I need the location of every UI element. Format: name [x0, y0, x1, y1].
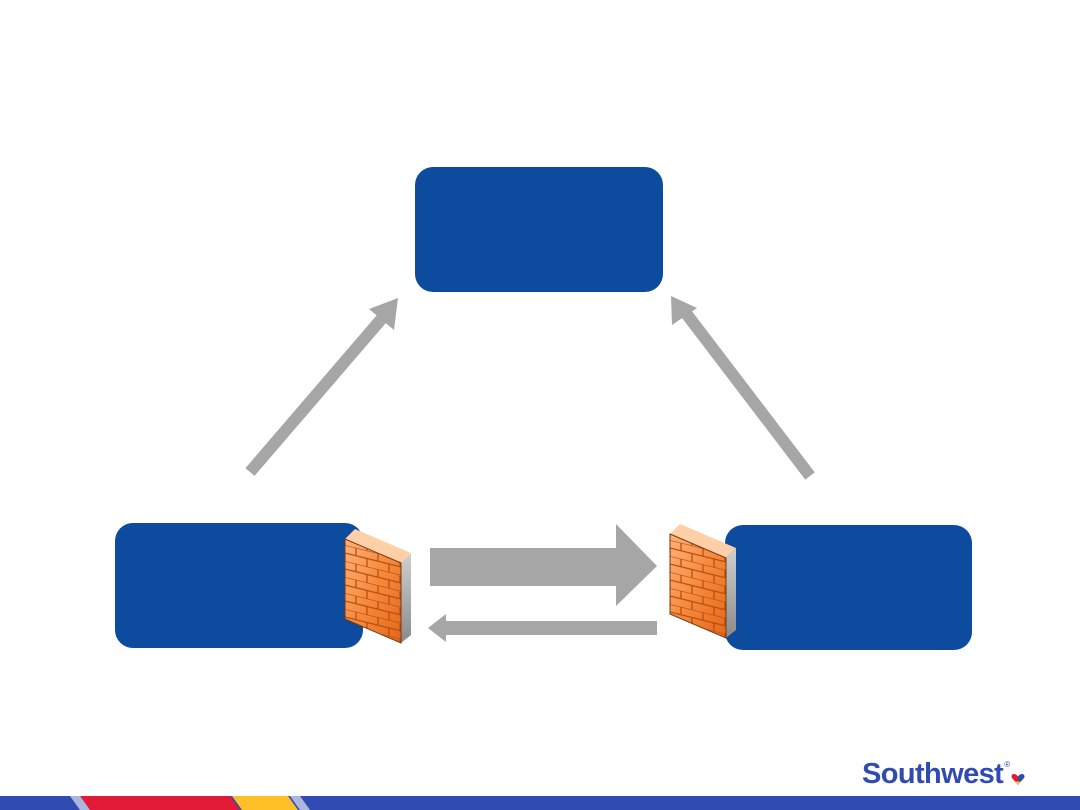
southwest-logo: Southwest ® — [862, 754, 1025, 794]
arrow-right-to-left — [428, 614, 657, 642]
node-right — [725, 525, 972, 650]
brand-registered-mark: ® — [1004, 760, 1011, 769]
node-left — [115, 523, 363, 648]
brand-name: Southwest — [862, 757, 1004, 790]
footer-stripe — [0, 796, 1080, 810]
firewall-icon — [344, 529, 411, 644]
heart-icon — [1011, 774, 1025, 785]
node-top — [415, 167, 663, 292]
firewall-icon — [669, 524, 736, 639]
arrow-left-to-top — [245, 298, 398, 476]
arrow-left-to-right — [430, 524, 657, 606]
arrow-right-to-top — [671, 296, 815, 480]
